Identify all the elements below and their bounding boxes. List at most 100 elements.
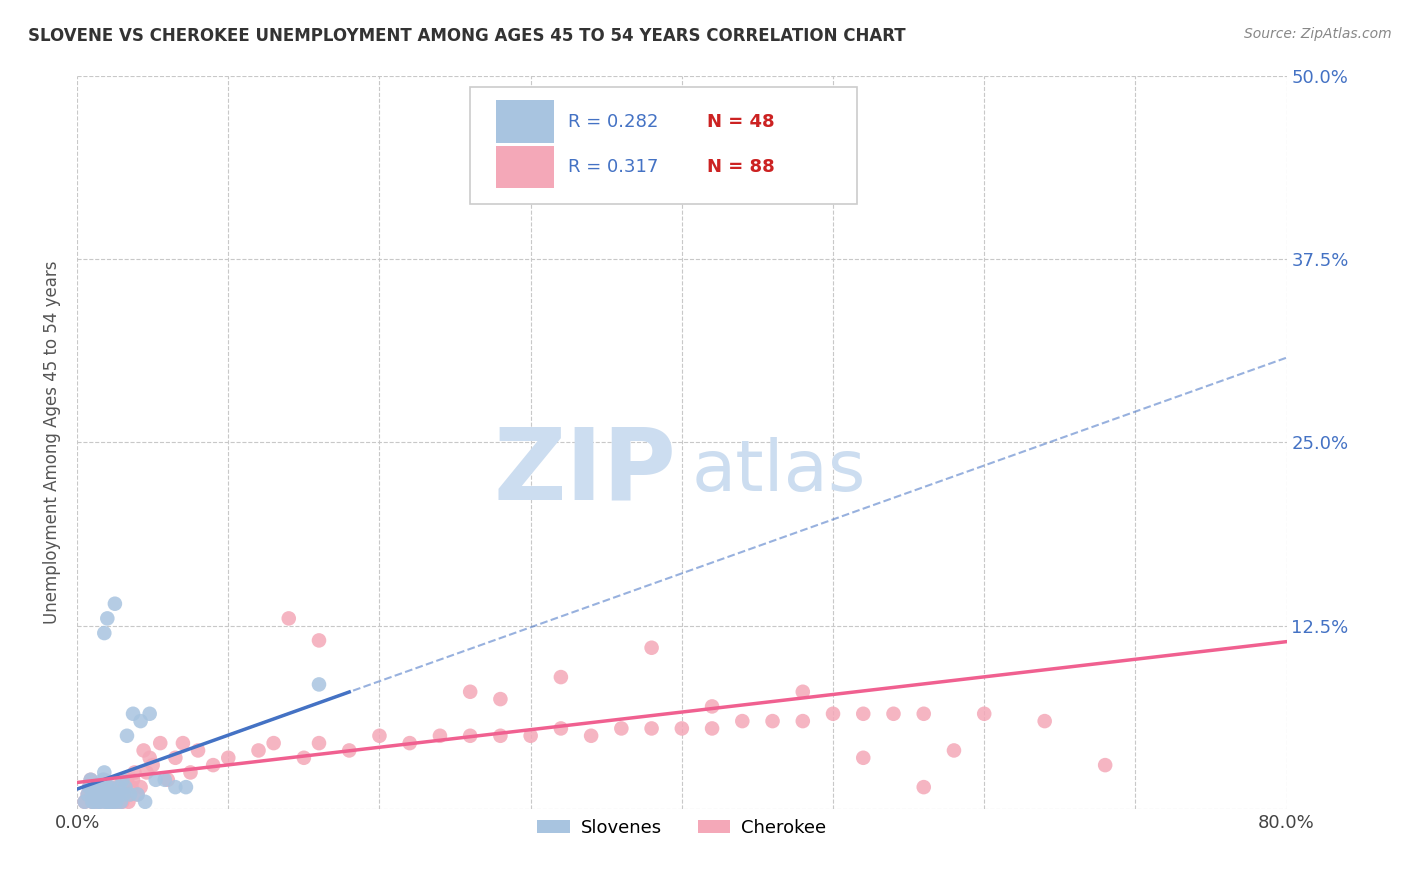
Point [80,772,103,787]
Point [104,788,127,802]
Point [398,736,420,750]
Point [89,795,111,809]
Point [489,692,512,706]
Point [368,729,391,743]
Text: R = 0.282: R = 0.282 [568,112,658,131]
Text: N = 48: N = 48 [707,112,775,131]
Point [77,780,100,794]
Point [90,788,112,802]
Point [111,772,134,787]
Point [292,751,315,765]
Point [458,729,481,743]
Point [247,743,270,757]
Point [112,788,135,802]
Point [84,795,107,809]
Point [277,611,299,625]
Point [153,772,176,787]
Point [640,640,662,655]
Point [132,743,155,757]
Point [90,788,112,802]
Point [115,772,138,787]
Point [98,780,121,794]
Point [93,626,115,640]
Point [83,795,105,809]
Legend: Slovenes, Cherokee: Slovenes, Cherokee [530,812,834,844]
Point [308,736,330,750]
Point [640,722,662,736]
Point [550,670,572,684]
Point [108,788,131,802]
Point [337,743,360,757]
Point [550,722,572,736]
Point [135,765,157,780]
Point [122,706,145,721]
Text: R = 0.317: R = 0.317 [568,158,658,177]
Point [165,751,187,765]
Point [76,788,98,802]
Text: ZIP: ZIP [494,423,676,520]
Point [97,795,120,809]
Point [519,729,541,743]
Point [761,714,783,728]
Point [821,706,844,721]
Point [610,722,633,736]
Point [110,780,132,794]
Point [97,780,120,794]
Point [308,633,330,648]
Point [671,722,693,736]
Point [138,751,160,765]
Text: SLOVENE VS CHEROKEE UNEMPLOYMENT AMONG AGES 45 TO 54 YEARS CORRELATION CHART: SLOVENE VS CHEROKEE UNEMPLOYMENT AMONG A… [28,27,905,45]
Point [84,788,107,802]
Point [134,795,156,809]
Point [94,795,117,809]
Point [96,795,118,809]
Point [792,714,814,728]
Point [852,706,875,721]
Point [73,795,96,809]
Point [83,780,105,794]
Point [112,788,135,802]
Point [115,729,138,743]
Point [82,795,104,809]
Point [202,758,225,772]
Point [111,795,134,809]
Point [943,743,966,757]
Point [127,788,149,802]
Point [76,788,98,802]
Point [93,765,115,780]
Point [87,780,110,794]
Point [912,706,935,721]
Point [429,729,451,743]
Point [96,611,118,625]
Point [110,795,132,809]
Point [91,772,114,787]
Point [149,736,172,750]
Point [912,780,935,794]
Point [172,736,194,750]
Point [77,780,100,794]
Point [156,772,179,787]
Point [973,706,995,721]
Point [308,677,330,691]
Point [882,706,904,721]
Point [108,780,131,794]
Point [187,743,209,757]
Point [118,788,141,802]
Point [86,780,108,794]
Point [489,729,512,743]
Text: N = 88: N = 88 [707,158,775,177]
Point [90,780,112,794]
Point [1094,758,1116,772]
Point [821,171,844,186]
Point [96,780,118,794]
Point [174,780,197,794]
Point [104,788,127,802]
Point [129,714,152,728]
Point [73,795,96,809]
Point [98,795,121,809]
Point [138,706,160,721]
Point [142,758,165,772]
Point [86,788,108,802]
Point [87,795,110,809]
Point [94,788,117,802]
